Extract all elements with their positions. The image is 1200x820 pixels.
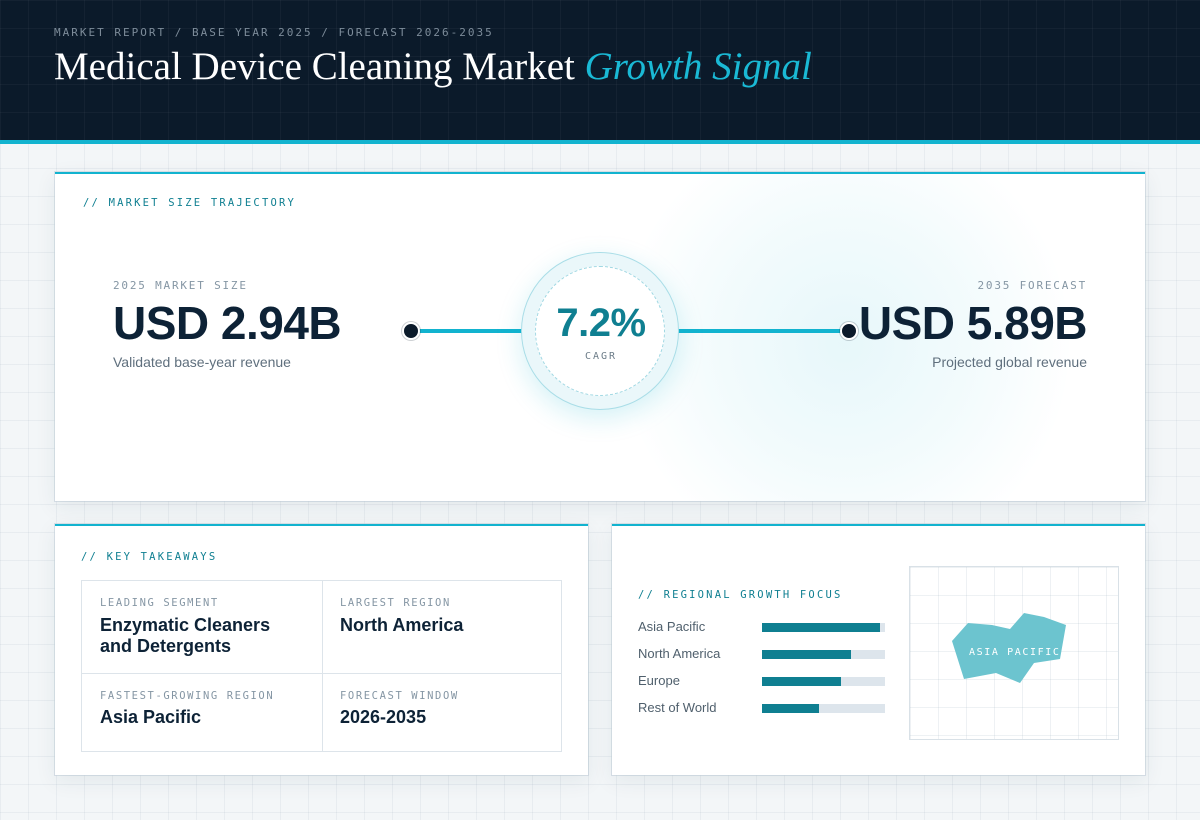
takeaway-value: Asia Pacific: [100, 707, 202, 727]
region-bar-name: Rest of World: [638, 700, 717, 715]
takeaway-label: LEADING SEGMENT: [100, 597, 219, 609]
breadcrumb: MARKET REPORT / BASE YEAR 2025 / FORECAS…: [54, 26, 494, 39]
region-bar-track: [762, 677, 885, 686]
start-stat-label: 2025 MARKET SIZE: [113, 279, 248, 292]
start-stat-value: USD 2.94B: [113, 297, 342, 349]
region-bar-fill: [762, 704, 819, 713]
regional-card-label: // REGIONAL GROWTH FOCUS: [638, 589, 843, 601]
region-bar-row: Asia Pacific: [638, 619, 888, 635]
region-bar-name: Europe: [638, 673, 680, 688]
cagr-label: CAGR: [584, 351, 618, 362]
takeaway-fastest-growing-region: FASTEST-GROWING REGION Asia Pacific: [82, 673, 322, 751]
takeaway-value: Enzymatic Cleaners and Detergents: [100, 615, 271, 656]
trajectory-card-label: // MARKET SIZE TRAJECTORY: [83, 197, 297, 209]
page-title-accent: Growth Signal: [584, 45, 812, 88]
takeaway-largest-region: LARGEST REGION North America: [322, 581, 562, 673]
region-bar-track: [762, 650, 885, 659]
end-stat-label: 2035 FORECAST: [977, 279, 1087, 292]
asia-pacific-map-shape: [952, 613, 1066, 683]
region-map: ASIA PACIFIC: [909, 566, 1119, 740]
region-bar-fill: [762, 650, 851, 659]
start-stat-description: Validated base-year revenue: [113, 354, 291, 370]
key-takeaways-card: // KEY TAKEAWAYS LEADING SEGMENT Enzymat…: [55, 524, 588, 775]
takeaway-value: 2026-2035: [340, 707, 427, 727]
region-bar-row: North America: [638, 646, 888, 662]
takeaway-leading-segment: LEADING SEGMENT Enzymatic Cleaners and D…: [82, 581, 322, 673]
region-bar-fill: [762, 677, 841, 686]
cagr-badge-inner: 7.2% CAGR: [535, 266, 665, 396]
region-bar-name: North America: [638, 646, 721, 661]
region-bar-track: [762, 623, 885, 632]
map-region-label: ASIA PACIFIC: [969, 647, 1061, 658]
takeaway-label: FORECAST WINDOW: [340, 690, 459, 702]
region-bar-row: Rest of World: [638, 700, 888, 716]
grid-divider-horizontal: [82, 673, 561, 674]
grid-divider-vertical: [322, 581, 323, 751]
takeaway-label: FASTEST-GROWING REGION: [100, 690, 275, 702]
takeaway-value: North America: [340, 615, 464, 635]
region-bar-name: Asia Pacific: [638, 619, 706, 634]
takeaways-grid: LEADING SEGMENT Enzymatic Cleaners and D…: [81, 580, 562, 752]
takeaway-label: LARGEST REGION: [340, 597, 451, 609]
header-banner: MARKET REPORT / BASE YEAR 2025 / FORECAS…: [0, 0, 1200, 144]
cagr-value: 7.2%: [556, 301, 646, 345]
region-bar-fill: [762, 623, 881, 632]
trajectory-end-dot: [840, 322, 858, 340]
cagr-badge: 7.2% CAGR: [521, 252, 679, 410]
end-stat-description: Projected global revenue: [932, 354, 1087, 370]
page-title: Medical Device Cleaning Market Growth Si…: [54, 44, 812, 89]
end-stat-value: USD 5.89B: [858, 297, 1088, 349]
market-size-trajectory-card: // MARKET SIZE TRAJECTORY 2025 MARKET SI…: [55, 172, 1145, 501]
page-title-main: Medical Device Cleaning Market: [54, 45, 575, 88]
region-bar-row: Europe: [638, 673, 888, 689]
takeaway-forecast-window: FORECAST WINDOW 2026-2035: [322, 673, 562, 751]
regional-growth-focus-card: // REGIONAL GROWTH FOCUS Asia Pacific No…: [612, 524, 1145, 775]
region-bar-track: [762, 704, 885, 713]
takeaways-card-label: // KEY TAKEAWAYS: [81, 551, 218, 563]
trajectory-start-dot: [402, 322, 420, 340]
